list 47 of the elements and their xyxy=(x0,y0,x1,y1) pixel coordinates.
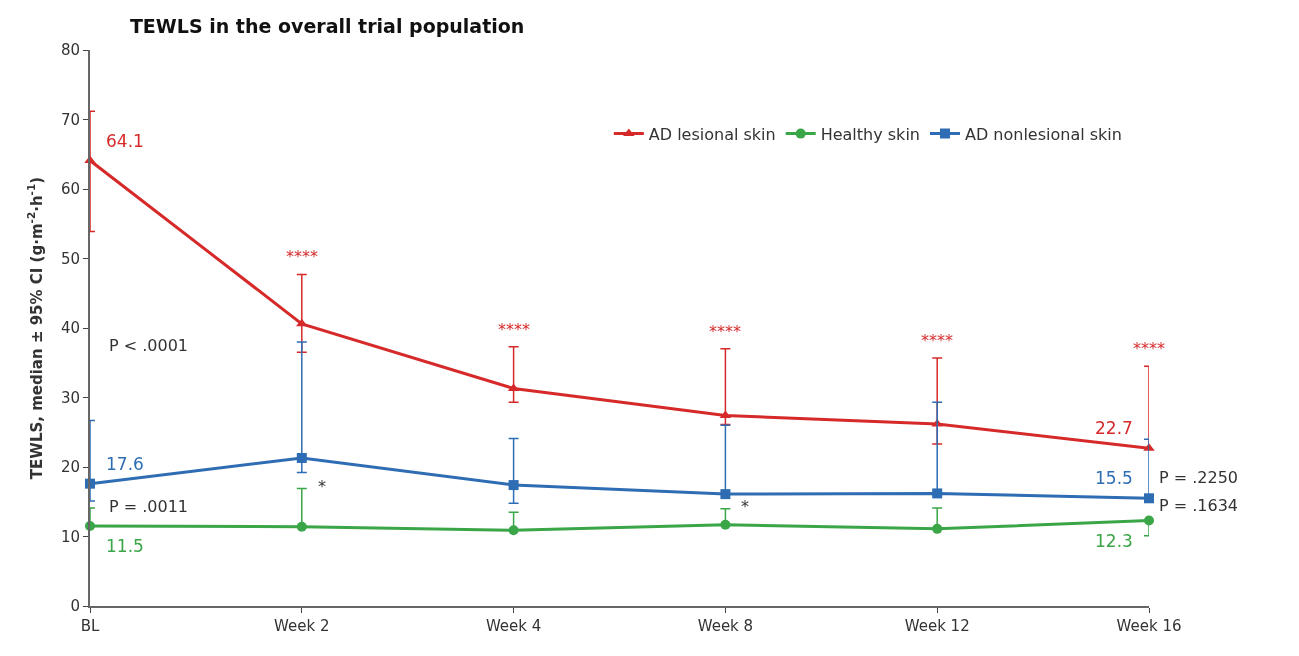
y-tick-label: 60 xyxy=(60,180,80,199)
annotation: P < .0001 xyxy=(109,336,189,355)
point xyxy=(296,452,307,463)
x-tick-label: Week 16 xyxy=(1116,617,1182,635)
point xyxy=(932,488,943,499)
annotation: **** xyxy=(921,331,953,350)
data-label: 64.1 xyxy=(106,131,144,151)
y-tick-label: 50 xyxy=(60,249,80,268)
x-tick-label: Week 4 xyxy=(485,617,542,635)
point xyxy=(296,521,307,532)
y-tick-label: 30 xyxy=(60,388,80,407)
point xyxy=(932,523,943,534)
point xyxy=(296,318,308,327)
y-tick-label: 40 xyxy=(60,319,80,338)
x-tick-label: BL xyxy=(80,617,100,635)
annotation: * xyxy=(741,497,749,516)
annotation: P = .0011 xyxy=(109,497,189,516)
data-label: 17.6 xyxy=(106,454,144,474)
x-tick-label: Week 12 xyxy=(904,617,970,635)
annotation: **** xyxy=(709,322,741,341)
text: P = .1634 xyxy=(1159,496,1239,515)
x-tick-label: Week 8 xyxy=(697,617,754,635)
legend-label: AD nonlesional skin xyxy=(964,124,1122,144)
annotation: **** xyxy=(286,247,318,266)
annotation: **** xyxy=(498,320,530,339)
point xyxy=(1144,515,1154,526)
point xyxy=(508,480,519,491)
annotation: * xyxy=(318,477,326,496)
y-tick-label: 10 xyxy=(60,527,80,546)
point xyxy=(720,489,731,500)
y-tick-label: 70 xyxy=(60,110,80,129)
y-tick-label: 0 xyxy=(70,597,80,616)
point xyxy=(508,525,519,536)
data-label: 12.3 xyxy=(1095,531,1133,551)
data-label: 15.5 xyxy=(1095,468,1133,488)
point xyxy=(1144,493,1154,504)
x-tick-label: Week 2 xyxy=(274,617,330,635)
legend-label: AD lesional skin xyxy=(648,124,776,144)
text: P = .2250 xyxy=(1159,468,1239,487)
point xyxy=(720,519,731,530)
y-tick-label: 80 xyxy=(60,41,80,60)
annotation: **** xyxy=(1133,339,1165,358)
data-label: 22.7 xyxy=(1095,418,1133,438)
data-label: 11.5 xyxy=(106,536,144,556)
y-tick-label: 20 xyxy=(60,458,80,477)
chart-title: TEWLS in the overall trial population xyxy=(129,14,525,37)
legend-label: Healthy skin xyxy=(820,124,920,144)
